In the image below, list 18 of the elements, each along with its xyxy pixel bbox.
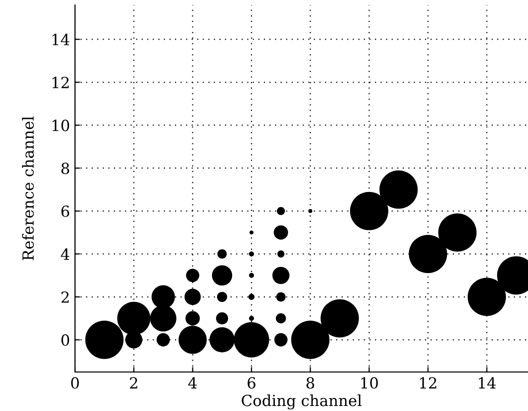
x-tick-label: 8	[306, 377, 314, 389]
y-tick-label: 8	[61, 162, 70, 174]
x-tick-label: 14	[478, 377, 496, 388]
x-axis-title: Coding channel	[242, 394, 362, 410]
x-tick-label: 0	[71, 377, 79, 389]
y-tick-label: 6	[61, 206, 70, 218]
y-tick-label: 2	[61, 291, 69, 303]
y-tick-label: 10	[52, 120, 70, 132]
x-tick-label: 6	[248, 377, 256, 389]
x-tick-label: 10	[361, 377, 378, 389]
x-tick-label: 2	[130, 377, 138, 388]
y-axis-title: Reference channel	[22, 116, 34, 260]
y-tick-label: 4	[60, 248, 70, 260]
x-tick-label: 12	[420, 377, 436, 388]
y-tick-label: 14	[52, 34, 70, 46]
y-tick-label: 12	[52, 76, 69, 88]
y-tick-label: 0	[61, 334, 70, 346]
x-tick-label: 4	[188, 377, 197, 388]
